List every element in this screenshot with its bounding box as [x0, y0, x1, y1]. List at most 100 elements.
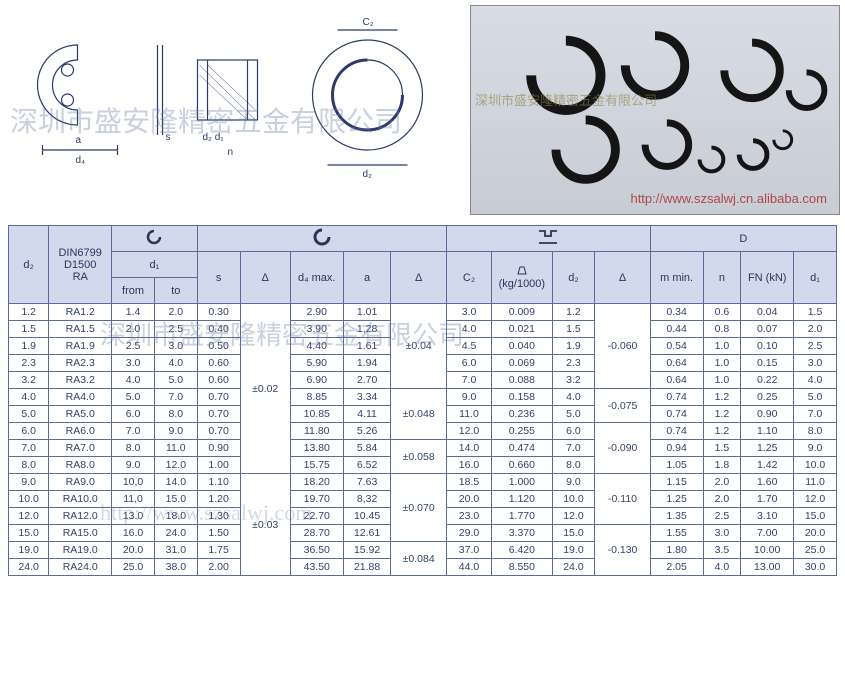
cell: 0.34: [650, 304, 703, 321]
cell: 13.0: [112, 508, 155, 525]
cell: RA10.0: [49, 491, 112, 508]
cell: RA12.0: [49, 508, 112, 525]
cell: 1.2: [552, 304, 595, 321]
spec-table: d₂ DIN6799 D1500 RA D d₁ s Δ d₄ max. a: [8, 225, 837, 576]
cell: 0.07: [741, 321, 794, 338]
cell: 3.5: [703, 542, 741, 559]
cell-delta: ±0.070: [391, 474, 446, 542]
cell: 2.3: [552, 355, 595, 372]
svg-text:d₄: d₄: [76, 155, 86, 166]
photo-url: http://www.szsalwj.cn.alibaba.com: [630, 191, 827, 206]
cell: 2.5: [703, 508, 741, 525]
cell: 2.3: [9, 355, 49, 372]
cell: 36.50: [290, 542, 343, 559]
cell: RA5.0: [49, 406, 112, 423]
cell: 25.0: [112, 559, 155, 576]
cell: 4.0: [703, 559, 741, 576]
cell: 11.0: [794, 474, 837, 491]
svg-text:n: n: [228, 147, 234, 158]
cell: RA7.0: [49, 440, 112, 457]
cell: 0.22: [741, 372, 794, 389]
cell: 1.70: [741, 491, 794, 508]
hdr-d2: d₂: [9, 226, 49, 304]
cell: 5.0: [112, 389, 155, 406]
hdr-a: a: [343, 252, 391, 304]
cell: 6.90: [290, 372, 343, 389]
cell: 1,28: [343, 321, 391, 338]
cell: 0.474: [492, 440, 552, 457]
cell: 1.80: [650, 542, 703, 559]
cell: 13.00: [741, 559, 794, 576]
svg-text:a: a: [76, 135, 82, 146]
hdr-d4max: d₄ max.: [290, 252, 343, 304]
cell: 0.70: [197, 389, 240, 406]
cell: 1.94: [343, 355, 391, 372]
hdr-eclip-icon2: [197, 226, 446, 252]
cell: 9.0: [794, 440, 837, 457]
cell: 0.70: [197, 423, 240, 440]
cell: RA15.0: [49, 525, 112, 542]
cell: 5.0: [9, 406, 49, 423]
cell: 18.20: [290, 474, 343, 491]
cell: 1.00: [197, 457, 240, 474]
cell: 10.0: [9, 491, 49, 508]
cell: 0.90: [741, 406, 794, 423]
cell-delta: -0.110: [595, 474, 650, 525]
cell: 2.0: [703, 474, 741, 491]
cell: 3.10: [741, 508, 794, 525]
cell: 8.550: [492, 559, 552, 576]
cell-delta: -0.090: [595, 423, 650, 474]
hdr-d1: d₁: [112, 252, 198, 278]
cell: 1.2: [703, 406, 741, 423]
cell: RA9.0: [49, 474, 112, 491]
cell: 25.0: [794, 542, 837, 559]
cell: 1.0: [703, 338, 741, 355]
cell: 0.60: [197, 372, 240, 389]
cell: 24.0: [154, 525, 197, 542]
cell: 3.90: [290, 321, 343, 338]
svg-text:C₂: C₂: [363, 17, 374, 28]
cell: 19.0: [9, 542, 49, 559]
cell: 8.0: [112, 440, 155, 457]
cell: 2.0: [112, 321, 155, 338]
cell: 0.40: [197, 321, 240, 338]
cell: 16.0: [446, 457, 491, 474]
cell: 28.70: [290, 525, 343, 542]
cell: 0.021: [492, 321, 552, 338]
cell: 22.70: [290, 508, 343, 525]
cell: 7.63: [343, 474, 391, 491]
cell: 9.0: [552, 474, 595, 491]
spec-table-wrap: 深圳市盛安隆精密五金有限公司 http://www.szsalwj.com d₂…: [0, 220, 845, 581]
cell: 4.0: [9, 389, 49, 406]
cell: 7.0: [154, 389, 197, 406]
cell: 2.00: [197, 559, 240, 576]
cell: 4.11: [343, 406, 391, 423]
cell: 0.64: [650, 372, 703, 389]
cell: RA1.9: [49, 338, 112, 355]
cell: 3.0: [703, 525, 741, 542]
cell: RA6.0: [49, 423, 112, 440]
cell: 11.80: [290, 423, 343, 440]
cell: 2.5: [112, 338, 155, 355]
cell: 18.0: [154, 508, 197, 525]
cell: 3.2: [552, 372, 595, 389]
cell: 0.04: [741, 304, 794, 321]
cell: 8.0: [552, 457, 595, 474]
cell: 20.0: [794, 525, 837, 542]
svg-text:s: s: [166, 132, 171, 143]
cell: 1.770: [492, 508, 552, 525]
cell: RA3.2: [49, 372, 112, 389]
cell: 3.370: [492, 525, 552, 542]
cell: 6.0: [112, 406, 155, 423]
cell: 0.74: [650, 423, 703, 440]
cell: RA19.0: [49, 542, 112, 559]
hdr-from: from: [112, 278, 155, 304]
cell: 14.0: [154, 474, 197, 491]
cell: 0.255: [492, 423, 552, 440]
cell: 20.0: [446, 491, 491, 508]
cell: 2.0: [703, 491, 741, 508]
cell: 3.0: [112, 355, 155, 372]
cell: 12.0: [9, 508, 49, 525]
cell: 1.0: [703, 372, 741, 389]
cell: 5.0: [154, 372, 197, 389]
